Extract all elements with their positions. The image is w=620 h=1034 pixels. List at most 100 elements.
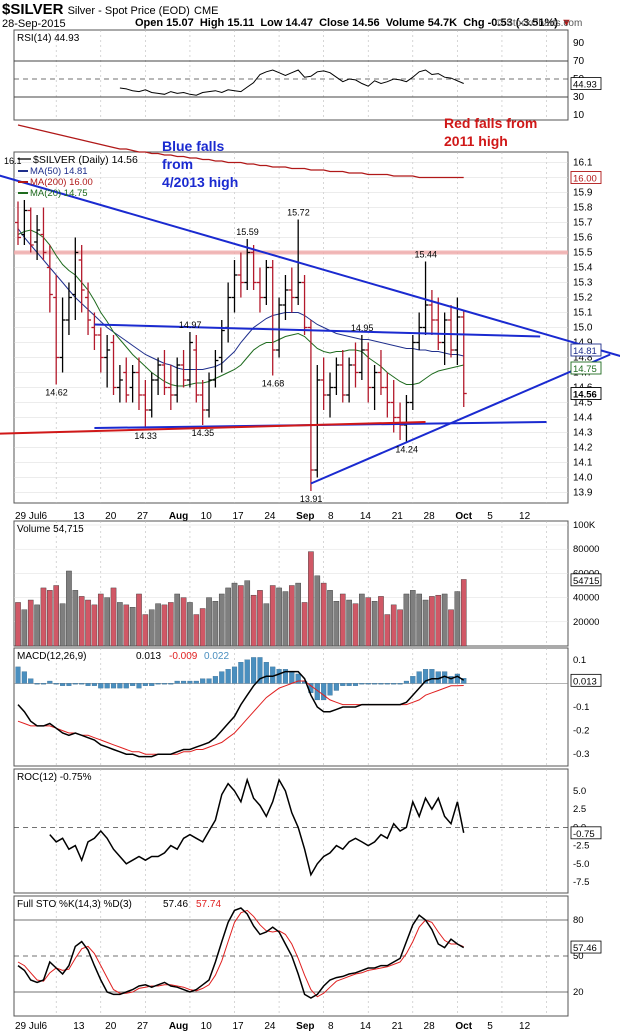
price-bar-22 (155, 357, 162, 395)
price-bar-54 (358, 335, 365, 380)
volume-bar-51 (339, 593, 346, 647)
price-point-label-3: 14.35 (192, 428, 215, 438)
macd-last-label: 0.013 (573, 676, 597, 687)
price-x-label-16: 12 (519, 511, 531, 522)
price-point-label-10: 15.44 (415, 250, 438, 260)
macd-value: 0.013 (136, 651, 161, 662)
macd-hist-bar-65 (429, 669, 435, 684)
price-bar-28 (193, 335, 200, 403)
volume-bar-21 (148, 609, 155, 647)
macd-hist-bar-60 (397, 683, 403, 685)
macd-hist-bar-21 (149, 683, 155, 686)
trendline-1 (94, 323, 541, 338)
price-bar-38 (256, 267, 263, 313)
annotation-blue-line-0: Blue falls (162, 138, 224, 154)
price-tick-label-13: 14.8 (573, 353, 593, 364)
macd-hist-bar-15 (110, 683, 117, 689)
macd-hist-bar-13 (98, 683, 104, 689)
macd-hist-bar-33 (225, 669, 231, 684)
macd-hist-bar-36 (244, 659, 250, 684)
price-bar-15 (110, 335, 117, 395)
price-tick-label-16: 14.5 (573, 398, 593, 409)
trendline-0 (0, 174, 620, 357)
macd-hist-bar-41 (276, 669, 282, 684)
volume-bar-50 (333, 601, 340, 647)
macd-line (17, 670, 465, 758)
volume-tick-label-1: 80000 (573, 544, 599, 555)
volume-bar-20 (142, 614, 149, 647)
volume-bar-0 (15, 602, 21, 647)
volume-bar-65 (429, 596, 435, 647)
price-bar-47 (314, 365, 321, 478)
price-title: $SILVER (Daily) 14.56 (33, 154, 138, 166)
roc-tick-label-0: 5.0 (573, 786, 586, 797)
price-x-label-2: 13 (73, 511, 85, 522)
price-tick-label-21: 14.0 (573, 473, 593, 484)
volume-bar-62 (410, 590, 416, 647)
price-point-label-1: 14.33 (134, 431, 157, 441)
macd-hist-bar-43 (289, 671, 295, 684)
price-bar-21 (148, 372, 155, 418)
sto-tick-label-2: 20 (573, 987, 584, 998)
sto-k-value: 57.46 (163, 899, 188, 910)
price-x-label-13: 28 (424, 511, 436, 522)
volume-bar-45 (301, 602, 308, 647)
price-bar-50 (333, 357, 340, 395)
macd-hist-bar-23 (161, 683, 168, 685)
volume-tick-label-4: 20000 (573, 617, 599, 628)
price-bar-39 (263, 260, 270, 305)
price-x-label-1: 6 (41, 511, 47, 522)
macd-hist-bar-30 (206, 678, 212, 684)
volume-bar-46 (308, 551, 314, 647)
macd-hist-bar-70 (461, 678, 467, 684)
macd-hist-bar-17 (123, 683, 129, 689)
bottom-x-label-5: Aug (169, 1021, 188, 1032)
price-point-label-2: 14.97 (179, 320, 202, 330)
volume-tick-label-3: 40000 (573, 593, 599, 604)
volume-bar-47 (314, 575, 321, 647)
price-x-label-7: 17 (233, 511, 245, 522)
bottom-x-label-4: 27 (137, 1021, 149, 1032)
volume-bar-41 (276, 587, 282, 647)
macd-hist-bar-64 (422, 669, 429, 684)
bottom-x-label-12: 21 (392, 1021, 404, 1032)
quote-close: Close 14.56 (319, 17, 380, 29)
price-right-label-0-box (570, 171, 602, 184)
price-point-label-5: 14.68 (262, 379, 285, 389)
volume-bar-19 (136, 593, 142, 647)
price-point-label-6: 15.72 (287, 208, 310, 218)
macd-hist-bar-28 (193, 680, 199, 684)
price-right-label-2-box (570, 361, 602, 375)
price-bar-57 (377, 350, 384, 395)
macd-hist-bar-68 (448, 676, 454, 684)
macd-hist-bar-42 (282, 669, 288, 684)
bottom-x-label-9: Sep (296, 1021, 314, 1032)
rsi-tick-label-3: 30 (573, 92, 585, 103)
macd-hist-bar-61 (403, 680, 409, 684)
price-bar-7 (59, 297, 66, 373)
price-point-label-7: 13.91 (300, 494, 323, 504)
price-bar-3 (34, 215, 41, 260)
price-bar-46 (307, 320, 314, 491)
volume-bar-38 (257, 590, 263, 647)
price-right-label-1: 14.81 (573, 346, 597, 357)
volume-bar-5 (47, 590, 53, 647)
macd-tick-label-4: -0.3 (573, 749, 589, 760)
macd-hist-bar-25 (174, 680, 180, 684)
price-bar-11 (85, 282, 92, 335)
price-tick-label-20: 14.1 (573, 458, 593, 469)
bottom-x-label-8: 24 (264, 1021, 276, 1032)
volume-bar-43 (289, 585, 295, 647)
price-bar-51 (339, 350, 346, 403)
volume-bar-42 (282, 591, 289, 647)
volume-bar-58 (384, 614, 391, 647)
price-bar-13 (97, 327, 104, 373)
bottom-x-label-3: 20 (105, 1021, 117, 1032)
price-bar-20 (142, 380, 149, 428)
price-bar-35 (237, 252, 244, 298)
volume-bar-60 (397, 609, 403, 647)
price-point-label-9: 14.24 (395, 445, 418, 455)
price-right-label-3: 14.56 (573, 390, 597, 401)
sto-tick-label-0: 80 (573, 915, 584, 926)
price-point-label-8: 14.95 (351, 323, 374, 333)
